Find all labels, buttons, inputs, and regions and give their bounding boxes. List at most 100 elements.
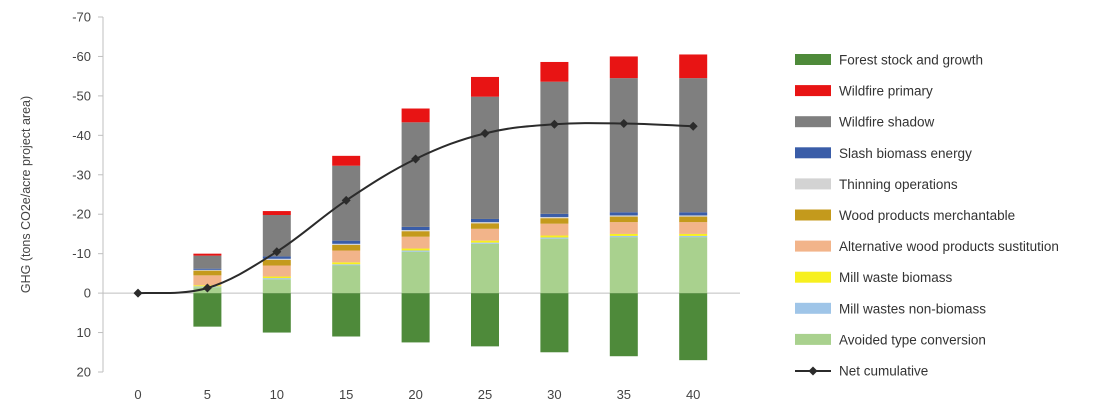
legend-swatch	[795, 85, 831, 97]
net-cumulative-marker	[688, 121, 698, 131]
bar-segment	[609, 222, 638, 234]
y-tick-label: -30	[72, 167, 91, 182]
bar-segment	[679, 216, 708, 223]
bar-segment	[609, 235, 638, 238]
bar-segment	[540, 218, 569, 224]
bar-segment	[332, 240, 361, 244]
net-cumulative-marker	[480, 128, 490, 138]
legend-label: Thinning operations	[839, 177, 958, 192]
x-tick-label: 10	[270, 387, 284, 402]
legend-label: Mill wastes non-biomass	[839, 301, 986, 316]
bar-segment	[679, 237, 708, 294]
y-tick-label: -20	[72, 207, 91, 222]
bar-segment	[401, 231, 430, 237]
bar-segment	[401, 248, 430, 251]
net-cumulative-marker	[272, 247, 282, 257]
bar-segment	[540, 61, 569, 82]
bar-segment	[471, 228, 499, 241]
legend-swatch	[795, 240, 831, 252]
bar-segment	[540, 81, 569, 214]
bar-segment	[609, 212, 638, 216]
bar-segment	[679, 233, 708, 236]
legend-swatch	[795, 302, 831, 314]
bar-segment	[262, 258, 291, 260]
bar-segment	[401, 250, 430, 252]
bar-segment	[471, 240, 499, 243]
bar-segment	[679, 215, 708, 217]
bar-segment	[471, 242, 499, 244]
bar-segment	[262, 279, 291, 294]
x-tick-label: 15	[339, 387, 353, 402]
x-tick-label: 0	[134, 387, 141, 402]
y-axis-label: GHG (tons CO2e/acre project area)	[19, 96, 33, 293]
y-axis: -70 -60 -50 -40 -30 -20 -10 0 10 20	[72, 10, 104, 380]
bar-segment	[471, 293, 499, 347]
legend-label: Wildfire shadow	[839, 115, 935, 130]
bar-segment	[332, 250, 361, 263]
legend-swatch	[795, 209, 831, 221]
y-tick-label: -50	[72, 88, 91, 103]
bar-segment	[401, 108, 430, 123]
bar-segment	[679, 78, 708, 213]
bar-segment	[332, 155, 361, 166]
stacked-bars	[193, 54, 708, 361]
x-tick-label: 30	[547, 387, 561, 402]
bar-segment	[401, 122, 430, 227]
x-tick-label: 5	[204, 387, 211, 402]
bar-segment	[193, 253, 222, 256]
bar-segment	[332, 265, 361, 294]
bar-segment	[471, 218, 499, 223]
net-cumulative-marker	[411, 154, 421, 164]
legend-swatch	[795, 271, 831, 283]
bar-segment	[679, 54, 708, 79]
legend: Forest stock and growth Wildfire primary W…	[795, 53, 1059, 379]
bar-segment	[193, 269, 222, 271]
bar-segment	[540, 237, 569, 239]
legend-label: Net cumulative	[839, 364, 928, 379]
bar-segment	[679, 222, 708, 234]
legend-label: Slash biomass energy	[839, 146, 972, 161]
legend-label: Alternative wood products sustitution	[839, 239, 1059, 254]
bar-segment	[471, 222, 499, 224]
bar-segment	[471, 223, 499, 229]
bar-segment	[262, 293, 291, 333]
legend-swatch	[795, 116, 831, 128]
bar-segment	[679, 293, 708, 361]
legend-swatch	[795, 178, 831, 190]
legend-swatch	[795, 54, 831, 65]
bar-segment	[679, 235, 708, 238]
legend-swatch	[795, 147, 831, 159]
legend-label: Mill waste biomass	[839, 270, 953, 285]
bar-segment	[609, 237, 638, 294]
legend-label: Forest stock and growth	[839, 53, 983, 68]
bar-segment	[262, 256, 291, 259]
bar-segment	[262, 211, 291, 216]
x-tick-label: 40	[686, 387, 700, 402]
bar-segment	[540, 238, 569, 294]
bar-segment	[332, 243, 361, 245]
net-cumulative-marker	[202, 283, 212, 293]
y-tick-label: -60	[72, 49, 91, 64]
bar-segment	[471, 76, 499, 97]
bar-segment	[401, 293, 430, 343]
bar-segment	[262, 276, 291, 279]
x-tick-label: 25	[478, 387, 492, 402]
legend-label: Avoided type conversion	[839, 332, 986, 347]
bar-segment	[609, 293, 638, 357]
bar-segment	[401, 226, 430, 230]
bar-segment	[609, 233, 638, 236]
y-tick-label: -40	[72, 128, 91, 143]
bar-segment	[262, 278, 291, 280]
y-tick-label: 0	[84, 286, 91, 301]
bar-segment	[540, 293, 569, 353]
bar-segment	[540, 213, 569, 217]
bar-segment	[193, 275, 222, 286]
bar-segment	[609, 78, 638, 213]
bar-segment	[332, 264, 361, 266]
bar-segment	[332, 293, 361, 337]
y-tick-label: -70	[72, 10, 91, 25]
x-tick-label: 35	[617, 387, 631, 402]
net-cumulative-marker	[619, 119, 629, 128]
y-tick-label: -10	[72, 246, 91, 261]
